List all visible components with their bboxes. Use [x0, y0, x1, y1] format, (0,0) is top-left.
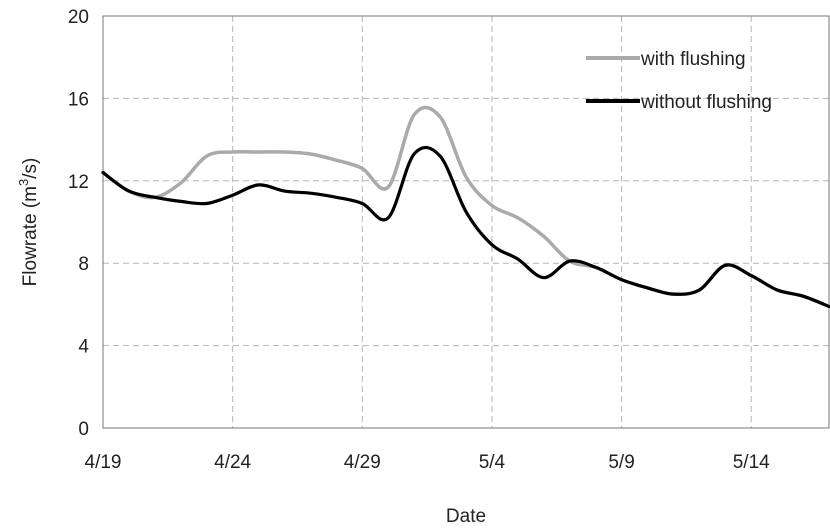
y-axis-title-superscript: 3	[16, 179, 31, 186]
legend-label-with-flushing: with flushing	[640, 49, 746, 70]
y-axis-title: Flowrate (m3/s)	[16, 158, 41, 287]
y-tick-label: 8	[78, 254, 89, 275]
series-line-without-flushing	[101, 145, 830, 309]
x-tick-label: 4/24	[214, 452, 251, 473]
x-tick-label: 5/14	[733, 452, 770, 473]
y-axis-title-main: Flowrate (m	[20, 186, 41, 286]
y-axis-title-unit: /s)	[20, 158, 41, 179]
y-tick-label: 20	[68, 7, 89, 28]
x-tick-labels: 4/19 4/24 4/29 5/4 5/9 5/14	[85, 452, 771, 473]
legend-label-without-flushing: without flushing	[640, 92, 772, 113]
x-tick-label: 4/19	[85, 452, 122, 473]
y-tick-label: 0	[78, 419, 89, 440]
series-lines	[101, 105, 830, 309]
series-line-with-flushing	[101, 105, 830, 309]
legend: with flushing without flushing	[586, 49, 772, 113]
y-tick-label: 4	[78, 337, 89, 358]
x-axis-title: Date	[446, 506, 486, 527]
plot-frame	[102, 15, 830, 429]
x-tick-label: 5/4	[479, 452, 506, 473]
x-tick-label: 5/9	[608, 452, 634, 473]
y-tick-label: 16	[68, 89, 89, 110]
y-tick-labels: 0 4 8 12 16 20	[68, 7, 90, 440]
x-tick-label: 4/29	[344, 452, 381, 473]
y-tick-label: 12	[68, 172, 89, 193]
grid-lines	[103, 16, 829, 428]
